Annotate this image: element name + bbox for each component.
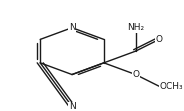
Text: OCH₃: OCH₃ (159, 82, 183, 91)
Text: NH₂: NH₂ (127, 23, 144, 32)
Text: N: N (69, 23, 75, 32)
Text: O: O (132, 70, 139, 79)
Text: O: O (156, 35, 163, 44)
Text: N: N (69, 102, 75, 111)
